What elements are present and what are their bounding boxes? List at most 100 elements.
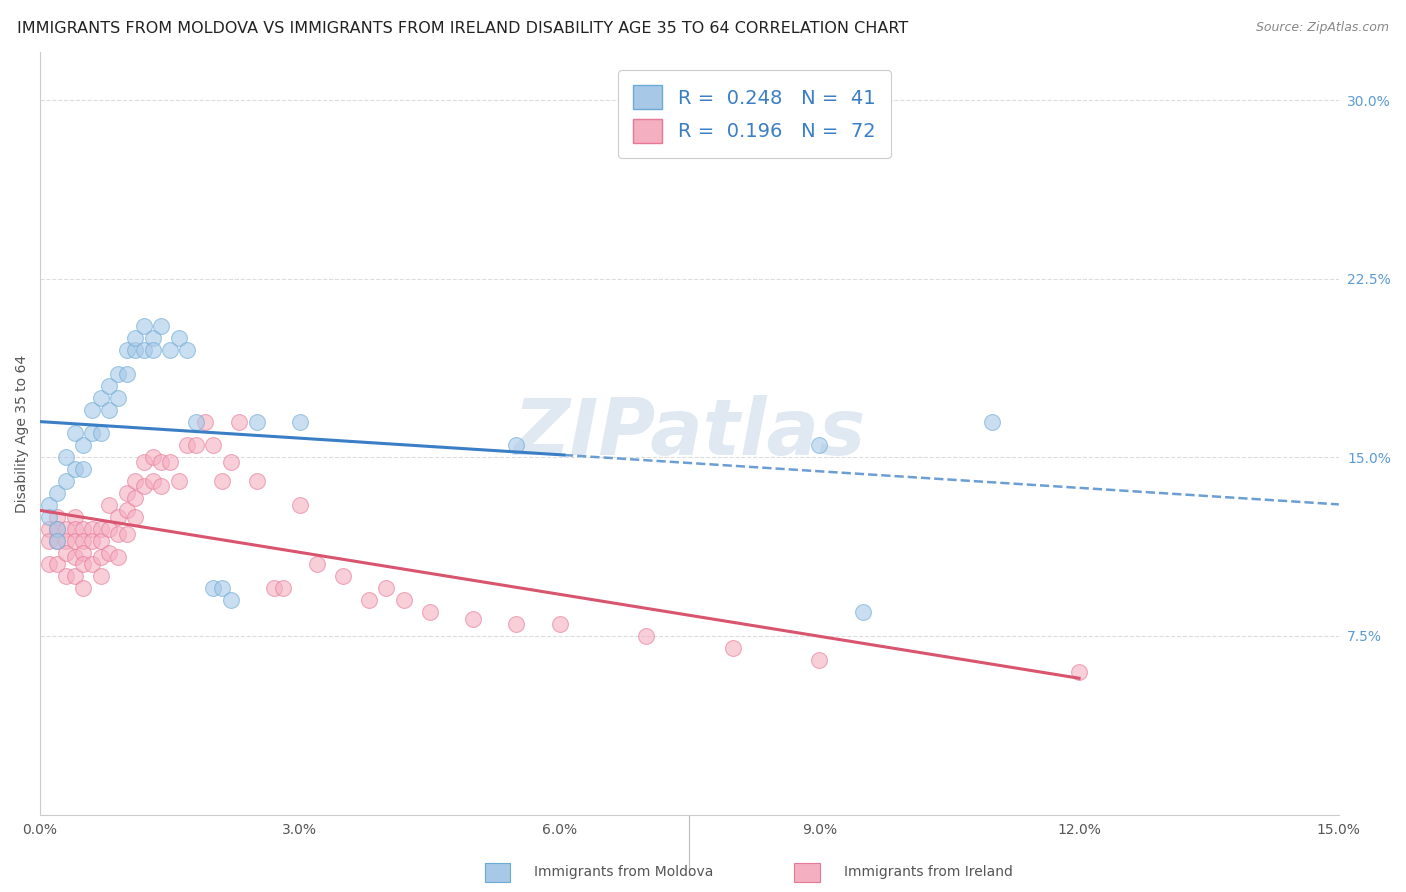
Point — [167, 331, 190, 345]
Point — [55, 533, 77, 548]
Point — [46, 486, 69, 500]
Point — [63, 426, 86, 441]
Y-axis label: Disability Age 35 to 64: Disability Age 35 to 64 — [15, 354, 30, 513]
Point — [721, 640, 744, 655]
Point — [90, 391, 112, 405]
Point — [115, 526, 138, 541]
Point — [245, 474, 267, 488]
Point — [505, 438, 527, 452]
Point — [132, 319, 155, 334]
Point — [90, 569, 112, 583]
Text: ZIPatlas: ZIPatlas — [513, 395, 866, 472]
Point — [505, 617, 527, 632]
Point — [98, 545, 121, 559]
Point — [72, 545, 94, 559]
Point — [107, 526, 129, 541]
Point — [271, 582, 294, 596]
Point — [176, 438, 198, 452]
Point — [808, 653, 831, 667]
Point — [63, 569, 86, 583]
Point — [852, 605, 875, 619]
Point — [63, 550, 86, 565]
Point — [142, 474, 165, 488]
Point — [90, 426, 112, 441]
Point — [332, 569, 354, 583]
Point — [307, 558, 329, 572]
Point — [55, 545, 77, 559]
Point — [636, 629, 658, 643]
Point — [90, 533, 112, 548]
Point — [115, 343, 138, 358]
Point — [808, 438, 831, 452]
Point — [194, 415, 217, 429]
Point — [115, 502, 138, 516]
Point — [80, 402, 103, 417]
Point — [63, 509, 86, 524]
Point — [72, 533, 94, 548]
Point — [38, 522, 60, 536]
Point — [202, 582, 225, 596]
Point — [46, 522, 69, 536]
Point — [461, 612, 484, 626]
Point — [46, 533, 69, 548]
Text: Immigrants from Ireland: Immigrants from Ireland — [844, 865, 1012, 880]
Point — [55, 450, 77, 465]
Point — [124, 331, 146, 345]
Point — [46, 533, 69, 548]
Point — [98, 522, 121, 536]
Point — [150, 319, 173, 334]
Point — [98, 379, 121, 393]
Point — [1067, 665, 1090, 679]
Point — [38, 533, 60, 548]
Point — [392, 593, 415, 607]
Point — [150, 479, 173, 493]
Point — [124, 474, 146, 488]
Text: Immigrants from Moldova: Immigrants from Moldova — [534, 865, 714, 880]
Point — [159, 343, 181, 358]
Text: Source: ZipAtlas.com: Source: ZipAtlas.com — [1256, 21, 1389, 34]
Point — [263, 582, 285, 596]
Point — [184, 415, 207, 429]
Point — [55, 569, 77, 583]
Point — [80, 426, 103, 441]
Point — [548, 617, 571, 632]
Point — [167, 474, 190, 488]
Point — [46, 522, 69, 536]
Point — [55, 474, 77, 488]
Point — [55, 522, 77, 536]
Point — [124, 491, 146, 505]
Point — [90, 522, 112, 536]
Point — [132, 343, 155, 358]
Point — [159, 455, 181, 469]
Point — [46, 509, 69, 524]
Point — [211, 474, 233, 488]
Point — [98, 498, 121, 512]
Point — [38, 558, 60, 572]
Point — [80, 533, 103, 548]
Point — [124, 509, 146, 524]
Point — [38, 509, 60, 524]
Point — [219, 593, 242, 607]
Point — [63, 533, 86, 548]
Point — [142, 331, 165, 345]
Point — [115, 367, 138, 381]
Point — [142, 450, 165, 465]
Point — [115, 486, 138, 500]
Point — [63, 522, 86, 536]
Point — [107, 509, 129, 524]
Point — [375, 582, 398, 596]
Point — [72, 558, 94, 572]
Point — [124, 343, 146, 358]
Point — [211, 582, 233, 596]
Point — [142, 343, 165, 358]
Point — [38, 498, 60, 512]
Point — [288, 415, 311, 429]
Point — [107, 391, 129, 405]
Point — [176, 343, 198, 358]
Point — [72, 438, 94, 452]
Point — [288, 498, 311, 512]
Point — [219, 455, 242, 469]
Point — [150, 455, 173, 469]
Point — [80, 558, 103, 572]
Text: IMMIGRANTS FROM MOLDOVA VS IMMIGRANTS FROM IRELAND DISABILITY AGE 35 TO 64 CORRE: IMMIGRANTS FROM MOLDOVA VS IMMIGRANTS FR… — [17, 21, 908, 36]
